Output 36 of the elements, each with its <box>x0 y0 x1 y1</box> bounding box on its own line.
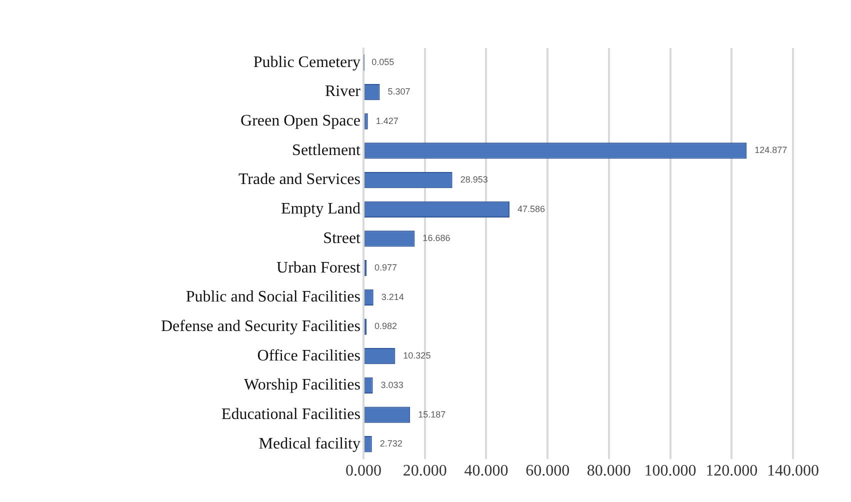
x-tick-label: 140.000 <box>767 462 819 480</box>
y-tick-label: Educational Facilities <box>221 406 360 423</box>
data-label: 0.982 <box>374 321 398 332</box>
y-tick-label: Public Cemetery <box>253 54 360 71</box>
data-label: 15.187 <box>418 409 446 420</box>
x-tick-label: 0.000 <box>345 462 382 480</box>
y-tick-label: Green Open Space <box>240 112 360 130</box>
data-label: 0.055 <box>372 57 394 68</box>
x-tick-label: 120.000 <box>706 462 758 480</box>
y-tick-label: River <box>324 83 362 100</box>
y-tick-label: Urban Forest <box>276 259 362 276</box>
data-label: 16.686 <box>422 233 450 244</box>
x-tick-label: 80.000 <box>586 462 631 480</box>
data-label: 3.033 <box>380 380 404 390</box>
data-label: 3.214 <box>381 292 404 302</box>
y-tick-label: Street <box>323 230 362 247</box>
y-tick-label: Empty Land <box>280 200 360 218</box>
data-label: 2.732 <box>380 438 402 449</box>
x-tick-label: 60.000 <box>526 462 570 480</box>
data-label: 124.877 <box>754 145 788 156</box>
data-label: 28.953 <box>460 174 488 185</box>
data-label: 47.586 <box>517 204 546 214</box>
data-label: 0.977 <box>374 262 398 273</box>
y-tick-label: Medical facility <box>258 435 360 452</box>
x-tick-label: 20.000 <box>402 462 447 480</box>
y-tick-label: Worship Facilities <box>244 376 360 394</box>
x-tick-label: 100.000 <box>644 462 696 480</box>
data-label: 5.307 <box>388 86 410 96</box>
data-label: 10.325 <box>403 350 431 361</box>
y-tick-label: Trade and Services <box>238 171 360 188</box>
y-tick-label: Defense and Security Facilities <box>160 318 360 335</box>
y-tick-label: Public and Social Facilities <box>186 288 360 306</box>
data-label: 1.427 <box>376 116 398 126</box>
y-tick-label: Office Facilities <box>257 347 360 364</box>
x-tick-label: 40.000 <box>464 462 508 480</box>
y-tick-label: Settlement <box>292 142 362 159</box>
